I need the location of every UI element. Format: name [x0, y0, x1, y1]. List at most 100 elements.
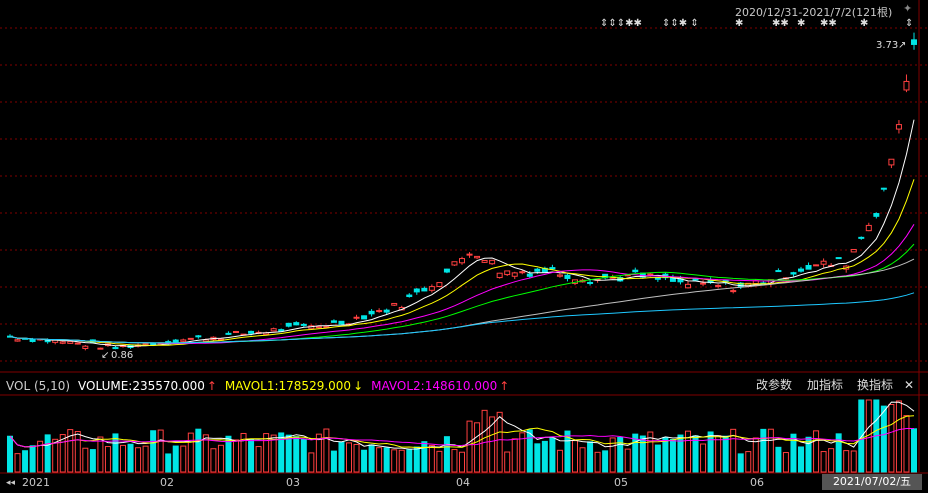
edit-params-button[interactable]: 改参数: [756, 378, 793, 392]
candle[interactable]: [519, 270, 526, 275]
volume-bar: [165, 453, 172, 473]
volume-bar: [700, 443, 707, 473]
candle[interactable]: [504, 270, 511, 276]
volume-bar: [474, 422, 481, 473]
candle[interactable]: [911, 32, 917, 50]
candle-body: [798, 268, 804, 272]
candle[interactable]: [225, 331, 232, 335]
candle[interactable]: [391, 302, 398, 307]
candle[interactable]: [353, 314, 360, 320]
candle[interactable]: [790, 271, 797, 277]
candle[interactable]: [413, 288, 420, 295]
candle[interactable]: [820, 258, 827, 268]
candle[interactable]: [685, 281, 691, 289]
candle[interactable]: [880, 187, 887, 192]
candle[interactable]: [330, 319, 337, 323]
volume-bars[interactable]: [7, 399, 917, 473]
candle[interactable]: [526, 271, 533, 279]
candle[interactable]: [549, 264, 556, 270]
candle[interactable]: [865, 222, 872, 232]
candle[interactable]: [406, 293, 413, 298]
candle[interactable]: [541, 266, 548, 273]
candle[interactable]: [270, 327, 277, 332]
candle[interactable]: [436, 282, 443, 288]
volume-bar: [858, 399, 865, 473]
candle[interactable]: [873, 212, 880, 219]
candle[interactable]: [451, 261, 458, 266]
candle[interactable]: [850, 248, 857, 253]
volume-ma-lines: [9, 401, 915, 450]
candle[interactable]: [74, 342, 81, 345]
candle[interactable]: [843, 265, 850, 273]
volume-bar: [368, 444, 375, 473]
candle[interactable]: [285, 322, 292, 328]
candle[interactable]: [511, 271, 518, 280]
candle[interactable]: [587, 279, 594, 286]
candle[interactable]: [895, 120, 902, 134]
candle[interactable]: [338, 320, 345, 325]
volume-bar: [361, 449, 368, 473]
candle[interactable]: [443, 268, 450, 274]
scroll-left-icon[interactable]: ◂◂: [6, 478, 16, 488]
candle[interactable]: [496, 272, 503, 279]
candle[interactable]: [654, 277, 661, 282]
candle[interactable]: [361, 315, 368, 320]
candle[interactable]: [293, 321, 300, 326]
candle-body: [466, 253, 473, 256]
candle[interactable]: [180, 338, 187, 343]
candle-body: [368, 310, 375, 315]
candle[interactable]: [97, 347, 104, 350]
candle[interactable]: [233, 330, 239, 334]
candle[interactable]: [903, 74, 910, 93]
candle[interactable]: [805, 262, 812, 270]
candle[interactable]: [813, 264, 820, 267]
candle[interactable]: [474, 255, 481, 260]
candle[interactable]: [835, 257, 842, 260]
volume-value: VOLUME:235570.000: [78, 378, 205, 393]
add-indicator-button[interactable]: 加指标: [807, 378, 844, 392]
candle[interactable]: [383, 308, 390, 315]
candle[interactable]: [556, 272, 563, 278]
candle-body: [391, 302, 398, 306]
volume-bar: [647, 431, 654, 473]
candle[interactable]: [715, 284, 722, 289]
candle[interactable]: [195, 334, 202, 339]
candle-body: [813, 264, 820, 267]
volume-bar: [346, 442, 352, 473]
volume-bar: [398, 449, 405, 473]
candle[interactable]: [300, 322, 307, 327]
candle[interactable]: [112, 346, 119, 350]
candle[interactable]: [798, 266, 804, 273]
candle[interactable]: [888, 158, 895, 169]
candle[interactable]: [67, 341, 74, 344]
switch-indicator-button[interactable]: 换指标: [857, 378, 894, 392]
pin-icon[interactable]: ✦: [903, 2, 913, 15]
close-icon[interactable]: ✕: [904, 378, 915, 392]
candle[interactable]: [14, 338, 21, 342]
candle[interactable]: [700, 280, 707, 287]
candle[interactable]: [376, 308, 383, 313]
candle[interactable]: [632, 267, 639, 273]
candle[interactable]: [775, 268, 782, 273]
candle[interactable]: [481, 259, 488, 263]
candle[interactable]: [459, 256, 465, 265]
volume-bar: [526, 429, 533, 473]
event-marker: ✱: [735, 18, 743, 29]
candle[interactable]: [730, 288, 737, 294]
candle[interactable]: [187, 337, 194, 340]
event-marker: ⇕: [905, 18, 913, 29]
candle[interactable]: [858, 236, 865, 240]
candle[interactable]: [564, 273, 571, 282]
x-tick-label: 02: [160, 476, 174, 489]
candle[interactable]: [466, 252, 473, 258]
candle[interactable]: [489, 259, 496, 265]
candle[interactable]: [82, 345, 89, 351]
candle[interactable]: [368, 309, 375, 317]
candle[interactable]: [421, 286, 428, 292]
volume-bar: [911, 428, 917, 473]
volume-bar: [715, 435, 722, 473]
candle[interactable]: [428, 284, 435, 293]
volume-bar: [775, 446, 782, 473]
candle[interactable]: [752, 279, 759, 285]
